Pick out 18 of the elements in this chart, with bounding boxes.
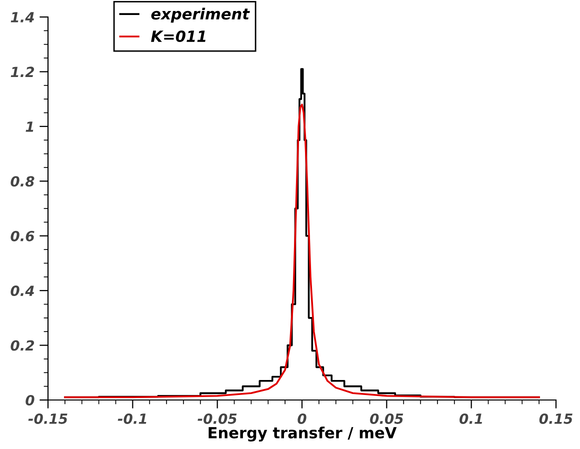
- y-tick-label: 1: [26, 122, 34, 132]
- y-tick-label: 0: [26, 394, 34, 406]
- x-tick-label: 0.1: [460, 413, 482, 424]
- legend-label: experiment: [151, 8, 250, 23]
- x-tick-label: 0.05: [370, 413, 404, 424]
- x-tick-label: 0: [298, 413, 306, 424]
- x-axis-title: Energy transfer / meV: [208, 426, 397, 442]
- x-tick-label: -0.15: [28, 413, 68, 424]
- y-tick-label: 0.2: [10, 340, 34, 351]
- x-tick-label: -0.05: [198, 413, 237, 424]
- y-tick-label: 0.4: [10, 286, 34, 296]
- y-tick-label: 1.2: [10, 66, 34, 77]
- x-tick-label: -0.1: [118, 413, 146, 424]
- legend-label: K=011: [151, 30, 206, 42]
- x-tick-label: 0.15: [539, 413, 572, 424]
- y-tick-label: 0.6: [10, 230, 34, 242]
- y-tick-label: 0.8: [10, 176, 34, 187]
- y-tick-label: 1.4: [10, 12, 34, 22]
